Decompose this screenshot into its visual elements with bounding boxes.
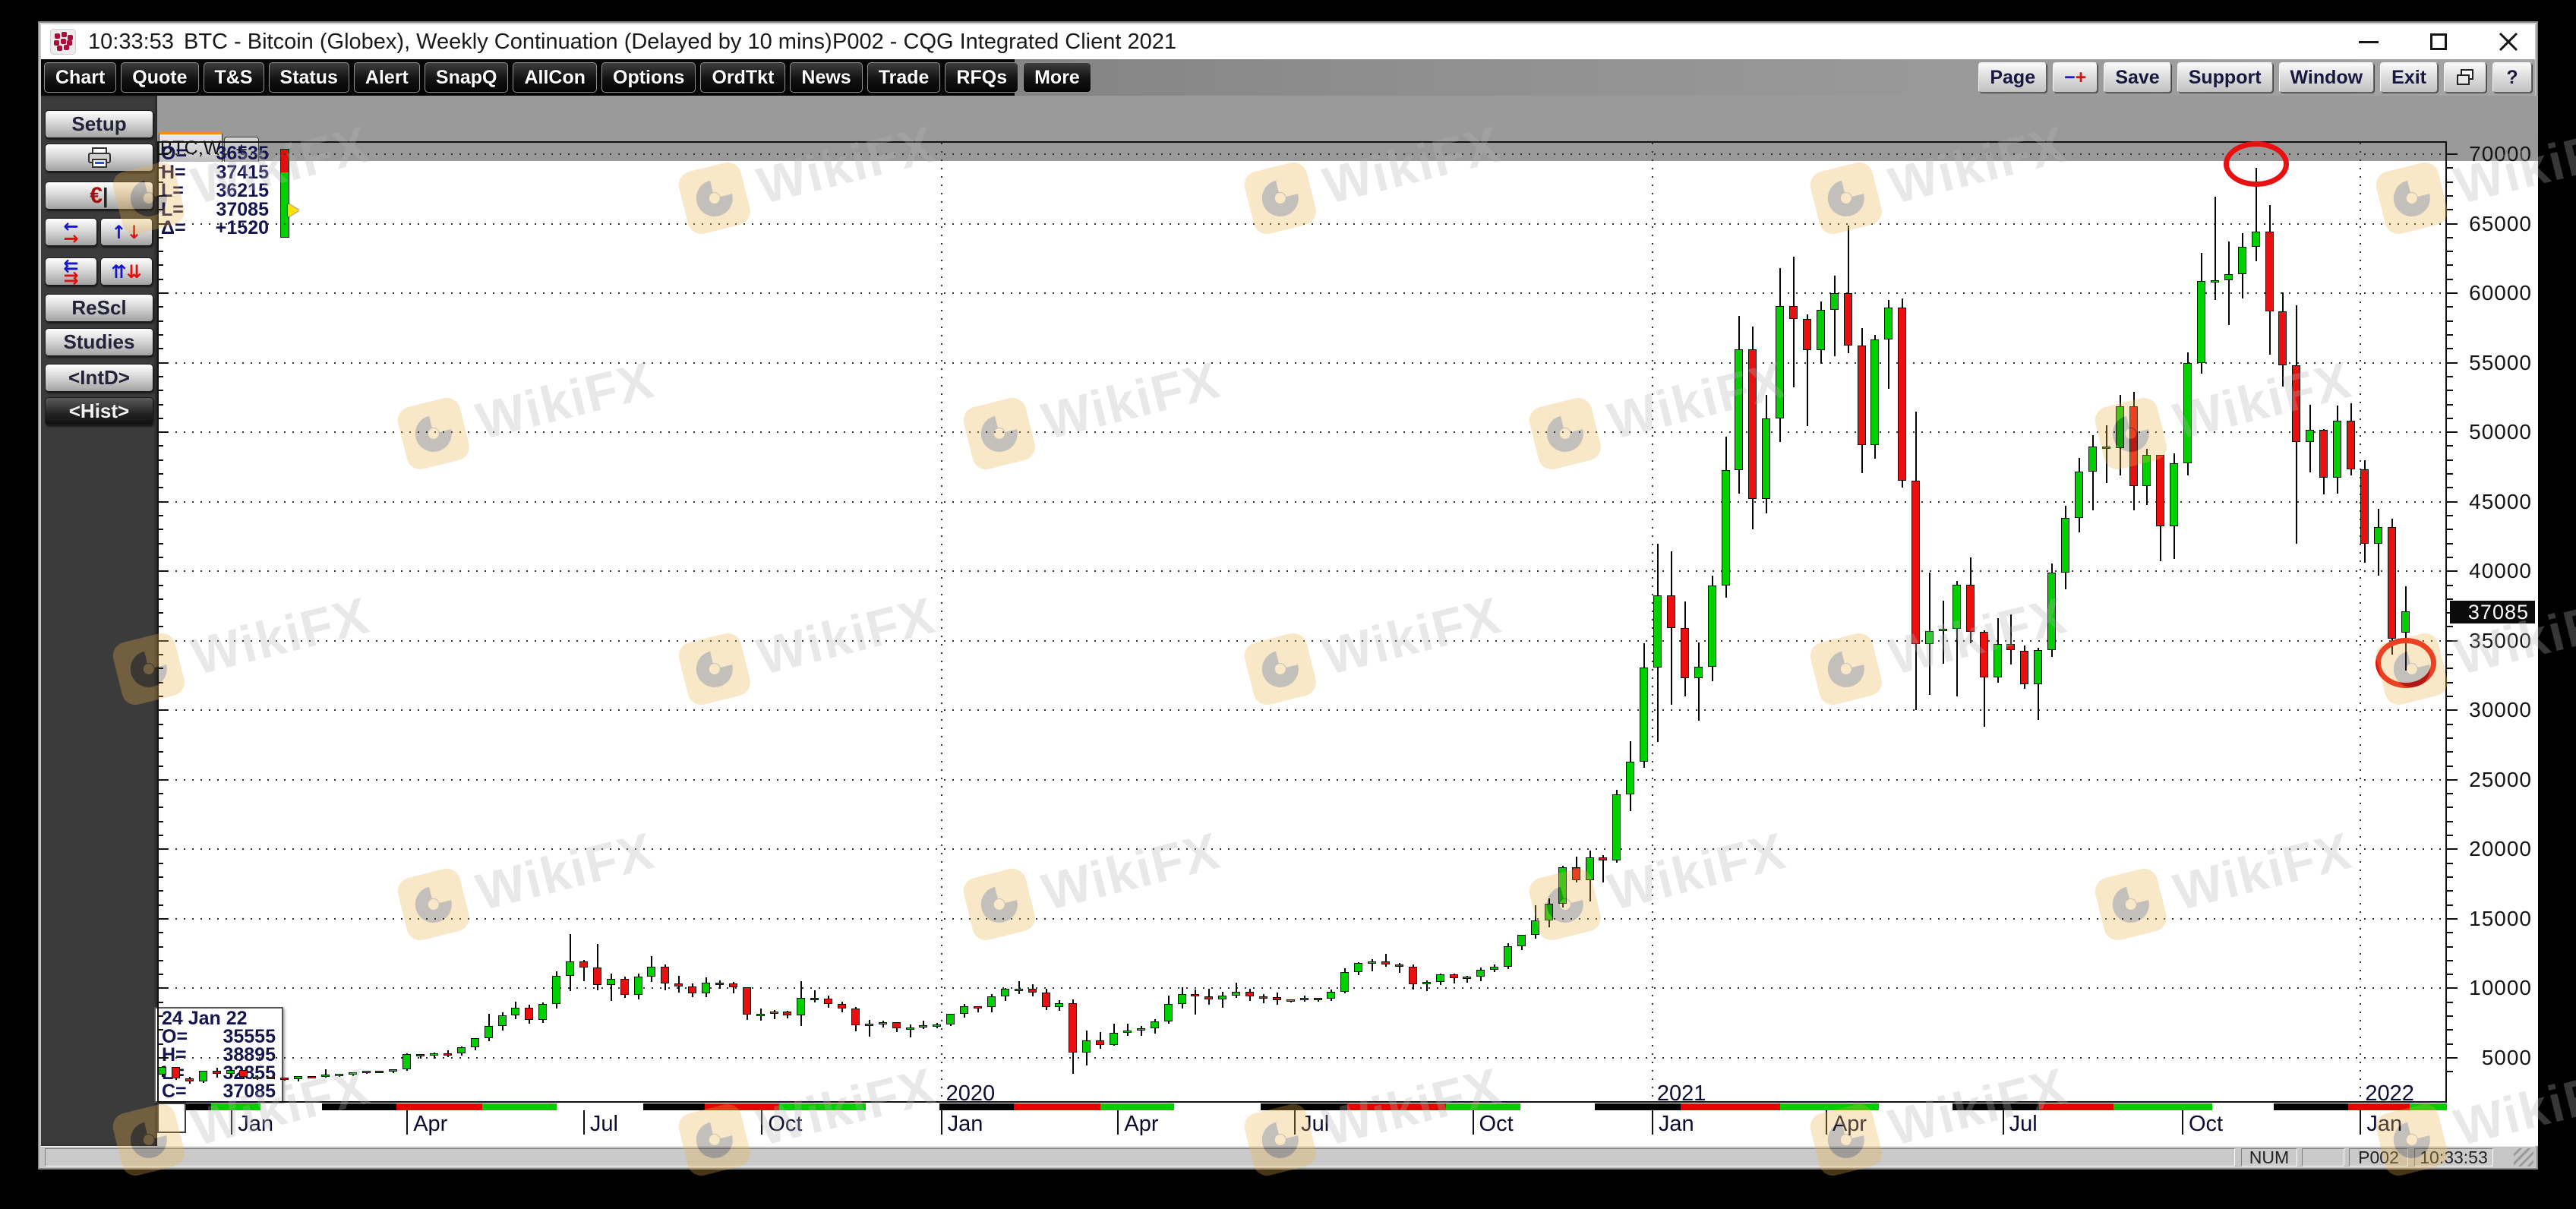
sidebar-button-intd[interactable]: <IntD> [45,364,153,392]
status-clock: 10:33:53 [2414,1147,2493,1167]
page-button[interactable]: Page [1978,62,2047,93]
cascade-button[interactable] [2444,62,2486,93]
title-bar[interactable]: 10:33:53 BTC - Bitcoin (Globex), Weekly … [41,24,2535,59]
minimize-button[interactable] [2342,24,2395,59]
sidebar-button-swap-vertical-double[interactable]: ⇈ ⇊ [100,257,153,286]
sidebar-button-setup[interactable]: Setup [45,110,153,138]
menu-item-chart[interactable]: Chart [44,62,117,93]
support-button[interactable]: Support [2177,62,2273,93]
status-bar: NUM P002 10:33:53 [41,1146,2535,1168]
help-button[interactable]: ? [2492,62,2532,93]
menu-item-ts[interactable]: T&S [203,62,264,93]
scale-button[interactable]: − + [2053,62,2098,93]
menu-right-buttons: Page − + Save Support Window Exit? [1978,62,2532,93]
tab-label: BTC,W [159,137,222,159]
sidebar-button-euro[interactable]: € | [45,182,153,210]
status-num-indicator: NUM [2241,1147,2297,1167]
menu-item-status[interactable]: Status [268,62,349,93]
menu-buttons: Chart Quote T&S Status Alert SnapQ AllCon Optio… [41,59,1091,96]
exit-button[interactable]: Exit [2380,62,2438,93]
arrows-horizontal-double-icon: ⇇ ⇉ [63,254,79,289]
add-tab-icon: + [235,137,248,161]
close-icon [2499,32,2518,52]
menu-item-alert[interactable]: Alert [353,62,420,93]
menu-item-allcon[interactable]: AllCon [513,62,598,93]
app-icon [50,29,76,55]
save-button[interactable]: Save [2104,62,2171,93]
sidebar: Setup € | ← → ↑ ↓ ⇇ ⇉ ⇈ ⇊ ReScl Studies <IntD> <Hist> [41,96,157,1146]
menu-item-more[interactable]: More [1023,62,1091,93]
menu-bar: Chart Quote T&S Status Alert SnapQ AllCon Optio… [41,59,2535,96]
arrows-vertical-icon: ↑ ↓ [111,221,142,243]
printer-icon [87,147,111,168]
add-tab-button[interactable]: + [224,137,259,162]
minimize-icon [2359,40,2379,43]
status-empty-panel [2302,1148,2344,1166]
arrows-vertical-double-icon: ⇈ ⇊ [111,260,142,283]
menu-item-snapq[interactable]: SnapQ [424,62,509,93]
close-button[interactable] [2482,24,2535,59]
app-window: 10:33:53 BTC - Bitcoin (Globex), Weekly … [38,21,2538,1170]
window-button[interactable]: Window [2278,62,2375,93]
tab-btc-weekly[interactable]: BTC,W [159,131,223,162]
chart-surface [157,161,2538,1146]
euro-icon: € [90,182,103,208]
chart-region: BTC,W + [157,96,2538,1146]
title-clock: 10:33:53 [88,29,174,54]
menu-item-ordtkt[interactable]: OrdTkt [700,62,786,93]
menu-item-news[interactable]: News [790,62,863,93]
sidebar-button-studies[interactable]: Studies [45,328,153,356]
resize-grip[interactable] [2514,1148,2533,1166]
maximize-button[interactable] [2412,24,2465,59]
cascade-windows-icon [2457,69,2473,85]
menu-item-trade[interactable]: Trade [867,62,941,93]
window-title: BTC - Bitcoin (Globex), Weekly Continuat… [184,29,832,54]
sidebar-button-swap-horizontal-double[interactable]: ⇇ ⇉ [45,254,97,289]
status-page-indicator: P002 [2349,1147,2408,1167]
sidebar-button-swap-vertical[interactable]: ↑ ↓ [100,218,153,246]
menu-item-quote[interactable]: Quote [121,62,199,93]
menu-item-options[interactable]: Options [601,62,696,93]
menu-item-rfqs[interactable]: RFQs [945,62,1019,93]
sidebar-button-hist[interactable]: <Hist> [45,397,153,425]
arrows-horizontal-icon: ← → [63,215,79,249]
sidebar-button-swap-horizontal[interactable]: ← → [45,215,97,249]
status-message-panel [45,1148,2235,1166]
sidebar-button-rescl[interactable]: ReScl [45,294,153,322]
sidebar-button-print[interactable] [45,144,153,172]
window-title-app: P002 - CQG Integrated Client 2021 [832,29,1176,54]
maximize-icon [2430,33,2447,50]
